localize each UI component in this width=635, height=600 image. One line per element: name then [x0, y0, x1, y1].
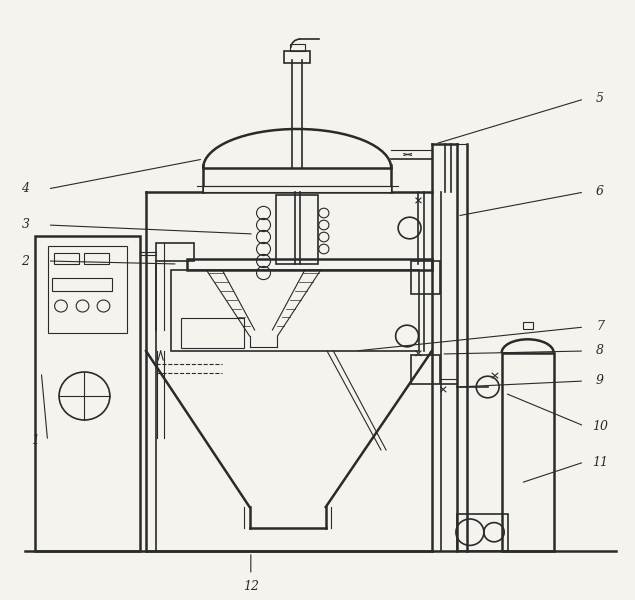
- Text: 3: 3: [22, 218, 29, 232]
- Bar: [523, 322, 533, 329]
- Text: 8: 8: [596, 344, 604, 358]
- Text: 5: 5: [596, 92, 604, 106]
- Bar: [156, 243, 194, 261]
- Bar: [84, 253, 109, 264]
- Bar: [52, 278, 112, 291]
- Text: 2: 2: [22, 254, 29, 268]
- Bar: [35, 236, 140, 551]
- Bar: [284, 51, 310, 63]
- Bar: [457, 514, 508, 551]
- Bar: [290, 44, 305, 51]
- Text: 12: 12: [243, 580, 259, 593]
- Text: 10: 10: [592, 419, 608, 433]
- Bar: [411, 261, 440, 294]
- Bar: [502, 353, 554, 551]
- Bar: [171, 270, 419, 351]
- Bar: [187, 259, 432, 270]
- Text: 6: 6: [596, 185, 604, 199]
- Bar: [48, 246, 127, 333]
- Text: 1: 1: [31, 434, 39, 448]
- Bar: [276, 195, 318, 264]
- Bar: [203, 186, 391, 192]
- Text: 11: 11: [592, 455, 608, 469]
- Bar: [411, 355, 440, 384]
- Text: 7: 7: [596, 320, 604, 334]
- Text: 4: 4: [22, 182, 29, 196]
- Bar: [181, 318, 244, 348]
- Text: 9: 9: [596, 374, 604, 388]
- Bar: [54, 253, 79, 264]
